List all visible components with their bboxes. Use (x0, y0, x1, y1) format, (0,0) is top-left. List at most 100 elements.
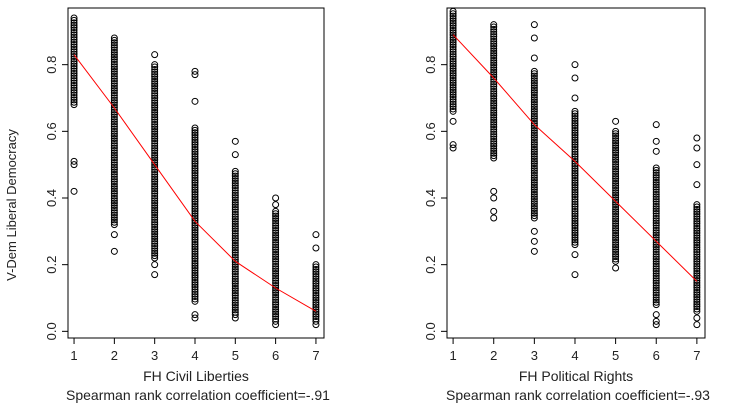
data-point (693, 260, 701, 268)
data-point (693, 229, 701, 237)
data-point-outlier (231, 314, 239, 322)
data-point (571, 191, 579, 199)
data-point (571, 236, 579, 244)
data-point (652, 202, 660, 210)
data-point (530, 150, 538, 158)
data-point (191, 143, 199, 151)
data-point (151, 242, 159, 250)
data-point (571, 164, 579, 172)
data-point (530, 74, 538, 82)
data-point (151, 61, 159, 69)
data-point (652, 181, 660, 189)
data-point (490, 104, 498, 112)
data-point (191, 228, 199, 236)
data-point-outlier (110, 231, 118, 239)
data-point (151, 249, 159, 257)
data-point (231, 249, 239, 257)
data-point (652, 169, 660, 177)
data-point (231, 237, 239, 245)
data-point (191, 252, 199, 260)
data-point (110, 70, 118, 78)
data-point (693, 213, 701, 221)
data-point (530, 152, 538, 160)
data-point (490, 64, 498, 72)
data-point (652, 214, 660, 222)
data-point (490, 152, 498, 160)
data-point (693, 293, 701, 301)
data-point (191, 202, 199, 210)
data-point (530, 181, 538, 189)
data-point (70, 101, 78, 109)
plot-frame (446, 7, 706, 339)
data-point (530, 148, 538, 156)
data-point (231, 218, 239, 225)
y-tick-label: 0.0 (423, 322, 438, 340)
data-point (191, 157, 199, 165)
data-point (191, 283, 199, 291)
data-point (272, 308, 280, 316)
data-point (231, 284, 239, 292)
data-point (693, 298, 701, 306)
data-point (151, 89, 159, 97)
data-point (191, 138, 199, 146)
data-point (612, 175, 620, 183)
plot-frame (67, 7, 325, 339)
data-point (449, 72, 457, 80)
data-point (231, 177, 239, 185)
data-point (652, 269, 660, 277)
data-point (612, 212, 620, 220)
data-point (151, 247, 159, 255)
data-point (490, 137, 498, 145)
data-point (530, 84, 538, 92)
data-point-outlier (530, 54, 538, 62)
data-point (693, 222, 701, 230)
data-point (231, 270, 239, 278)
data-point (272, 222, 280, 230)
data-point (272, 243, 280, 251)
data-point (110, 209, 118, 217)
data-point-outlier (693, 181, 701, 189)
data-point (490, 33, 498, 41)
x-tick-label: 7 (312, 348, 319, 363)
data-point-outlier (652, 137, 660, 145)
data-point (693, 246, 701, 254)
data-point (449, 22, 457, 30)
data-point (530, 179, 538, 187)
data-point (151, 104, 159, 112)
data-point (571, 114, 579, 122)
data-point (612, 165, 620, 173)
data-point (110, 170, 118, 178)
data-point (110, 39, 118, 47)
data-point (191, 133, 199, 141)
data-point (151, 187, 159, 195)
data-point (191, 176, 199, 184)
data-point (652, 267, 660, 275)
data-point (231, 256, 239, 264)
data-point (612, 231, 620, 239)
data-point (693, 307, 701, 315)
data-point (151, 130, 159, 138)
scatter-column-political-rights-5 (612, 117, 620, 272)
data-point (612, 196, 620, 204)
data-point-outlier (693, 321, 701, 329)
data-point (272, 246, 280, 254)
data-point (449, 103, 457, 111)
correlation-caption: Spearman rank correlation coefficient=-.… (66, 387, 330, 403)
data-point (231, 175, 239, 182)
data-point (652, 286, 660, 294)
data-point (571, 226, 579, 234)
data-point (191, 266, 199, 274)
data-point (652, 205, 660, 213)
data-point (191, 238, 199, 246)
data-point (272, 229, 280, 237)
data-point (693, 205, 701, 213)
data-point (151, 125, 159, 133)
data-point (693, 284, 701, 292)
data-point (571, 138, 579, 146)
data-point (110, 139, 118, 147)
data-point (530, 171, 538, 179)
data-point (530, 174, 538, 182)
data-point (110, 115, 118, 123)
x-tick-label: 6 (653, 348, 660, 363)
y-tick-label: 0.6 (44, 122, 59, 140)
